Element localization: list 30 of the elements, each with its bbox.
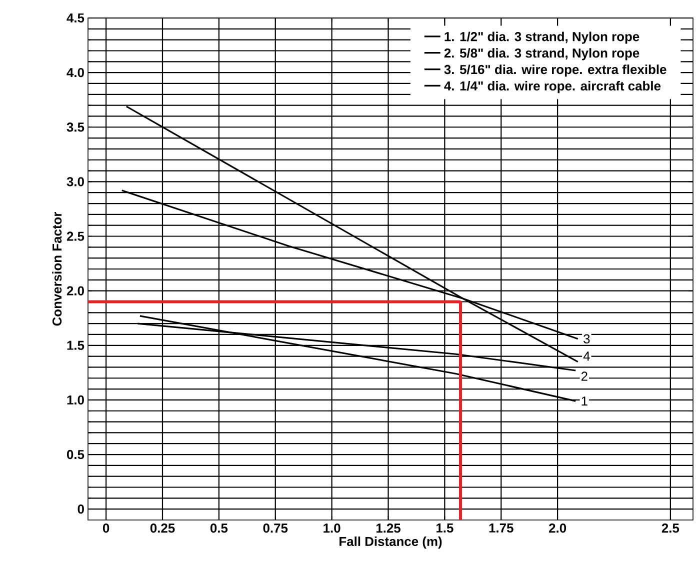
x-tick-label: 1.5 [436,524,454,533]
y-tick-label: 2.5 [66,232,84,241]
x-tick-label: 0.5 [210,524,228,533]
x-tick-label: 2.5 [662,524,680,533]
legend-label: 3. 5/16" dia. wire rope. extra flexible [444,64,666,77]
x-tick-label: 1.75 [489,524,514,533]
x-tick-label: 0.25 [150,524,175,533]
annotation: 4 [583,352,590,361]
annotation: 1 [582,396,588,406]
y-tick-label: 3.5 [66,122,84,132]
legend-label: 4. 1/4" dia. wire rope. aircraft cable [444,81,661,94]
y-tick-label: 0 [78,504,84,514]
x-tick-label: 2.0 [549,524,566,533]
y-tick-label: 4.0 [66,68,84,78]
y-axis-title: Conversion Factor [52,212,62,326]
x-tick-label: 1.0 [324,524,340,533]
annotation: 2 [581,372,588,381]
y-tick-label: 3.0 [66,177,84,186]
y-tick-label: 4.5 [66,13,84,23]
x-tick-label: 0.75 [263,524,288,533]
y-tick-label: 1.0 [67,395,84,405]
x-tick-label: 0 [102,524,110,533]
x-tick-label: 1.25 [376,524,400,533]
x-axis-title: Fall Distance (m) [340,536,442,549]
annotation: 3 [584,334,590,344]
y-tick-label: 1.5 [67,340,84,350]
legend-label: 1. 1/2" dia. 3 strand, Nylon rope [444,32,640,44]
y-tick-label: 0.5 [66,450,84,460]
y-tick-label: 2.0 [66,286,84,296]
legend-label: 2. 5/8" dia. 3 strand, Nylon rope [444,48,640,60]
